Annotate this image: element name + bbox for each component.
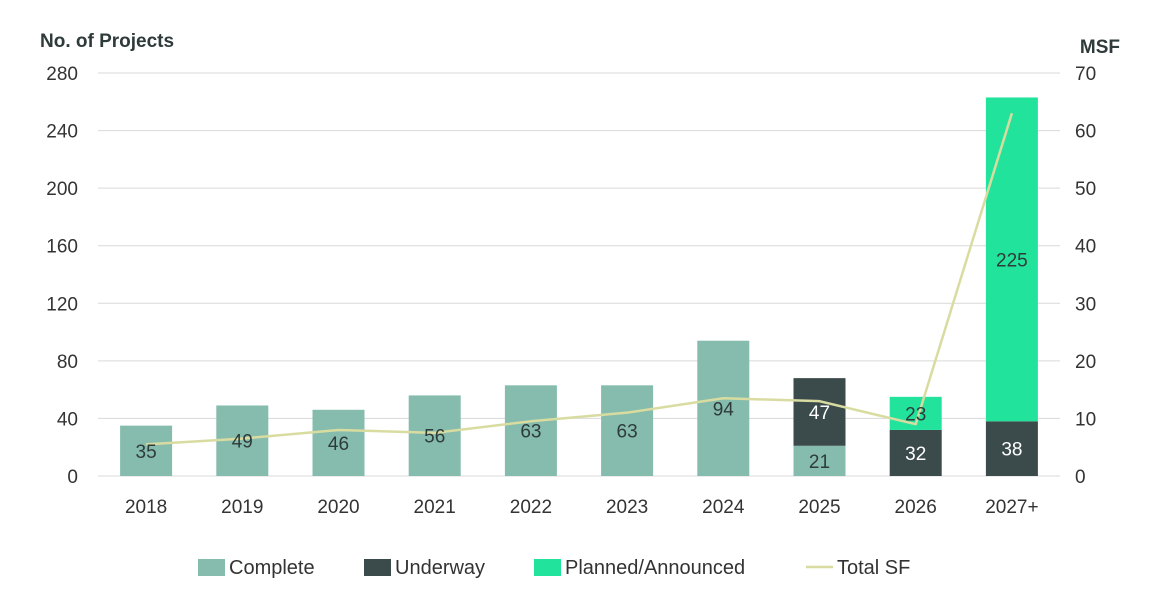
bar-data-label: 56: [424, 427, 445, 448]
legend-complete-swatch: [198, 559, 225, 576]
legend-total-sf-label: Total SF: [837, 557, 910, 579]
bar-underway-2025: [793, 378, 846, 446]
bar-data-label: 49: [232, 432, 253, 453]
right-tick-label: 20: [1075, 352, 1096, 373]
right-axis-title: MSF: [1080, 37, 1120, 58]
left-tick-label: 200: [46, 179, 78, 200]
x-tick-label: 2024: [702, 497, 745, 518]
right-tick-label: 50: [1075, 179, 1096, 200]
legend-planned-announced-swatch: [534, 559, 561, 576]
left-tick-label: 40: [57, 409, 78, 430]
bar-data-label: 94: [713, 399, 735, 420]
right-tick-label: 0: [1075, 467, 1086, 488]
bar-complete-2025: [793, 445, 846, 476]
left-axis-title: No. of Projects: [40, 31, 174, 52]
bars: [120, 97, 1038, 476]
x-tick-label: 2025: [798, 497, 840, 518]
right-tick-label: 30: [1075, 294, 1096, 315]
bar-data-label: 21: [809, 452, 830, 473]
x-tick-label: 2018: [125, 497, 167, 518]
legend-underway-label: Underway: [395, 557, 485, 579]
bar-labels: 35 49 46 56 63 63 94 21 47 32 23 38 225: [136, 250, 1028, 473]
bar-complete-2020: [312, 409, 365, 476]
bar-data-label: 32: [905, 444, 926, 465]
legend: Complete Underway Planned/Announced Total S…: [198, 557, 910, 579]
bar-planned-announced-2027: [985, 97, 1038, 422]
total-sf-line-layer: [146, 112, 1014, 446]
legend-complete-label: Complete: [229, 557, 315, 579]
right-tick-label: 40: [1075, 237, 1096, 258]
bar-complete-2024: [697, 340, 750, 476]
bar-data-label: 63: [617, 422, 638, 443]
left-tick-label: 80: [57, 352, 78, 373]
bar-data-label: 35: [136, 442, 157, 463]
x-tick-label: 2022: [510, 497, 552, 518]
bar-data-label: 23: [905, 404, 926, 425]
right-tick-label: 70: [1075, 64, 1096, 85]
bar-complete-2021: [408, 395, 461, 476]
bar-data-label: 47: [809, 403, 830, 424]
bar-data-label: 46: [328, 434, 349, 455]
bar-complete-2018: [120, 425, 173, 476]
bar-complete-2022: [504, 385, 557, 476]
bar-underway-2027: [985, 421, 1038, 476]
right-axis-ticks: 0 10 20 30 40 50 60 70: [1075, 64, 1096, 488]
x-tick-label: 2021: [414, 497, 456, 518]
bar-data-label: 225: [996, 250, 1028, 271]
left-tick-label: 120: [46, 294, 78, 315]
right-tick-label: 60: [1075, 122, 1096, 143]
x-tick-label: 2027+: [985, 497, 1038, 518]
x-tick-label: 2023: [606, 497, 648, 518]
left-tick-label: 0: [67, 467, 78, 488]
x-tick-label: 2020: [317, 497, 359, 518]
x-axis-ticks: 2018 2019 2020 2021 2022 2023 2024 2025 2026 2027…: [125, 497, 1039, 518]
x-tick-label: 2026: [895, 497, 937, 518]
legend-underway-swatch: [364, 559, 391, 576]
legend-planned-announced-label: Planned/Announced: [565, 557, 745, 579]
left-tick-label: 160: [46, 237, 78, 258]
left-tick-label: 240: [46, 122, 78, 143]
bar-data-label: 63: [520, 422, 541, 443]
bar-underway-2026: [889, 429, 942, 476]
x-tick-label: 2019: [221, 497, 263, 518]
bar-complete-2023: [601, 385, 654, 476]
total-sf-line: [146, 112, 1014, 446]
bar-data-label: 38: [1001, 440, 1022, 461]
left-tick-label: 280: [46, 64, 78, 85]
left-axis-ticks: 0 40 80 120 160 200 240 280: [46, 64, 78, 488]
right-tick-label: 10: [1075, 409, 1096, 430]
